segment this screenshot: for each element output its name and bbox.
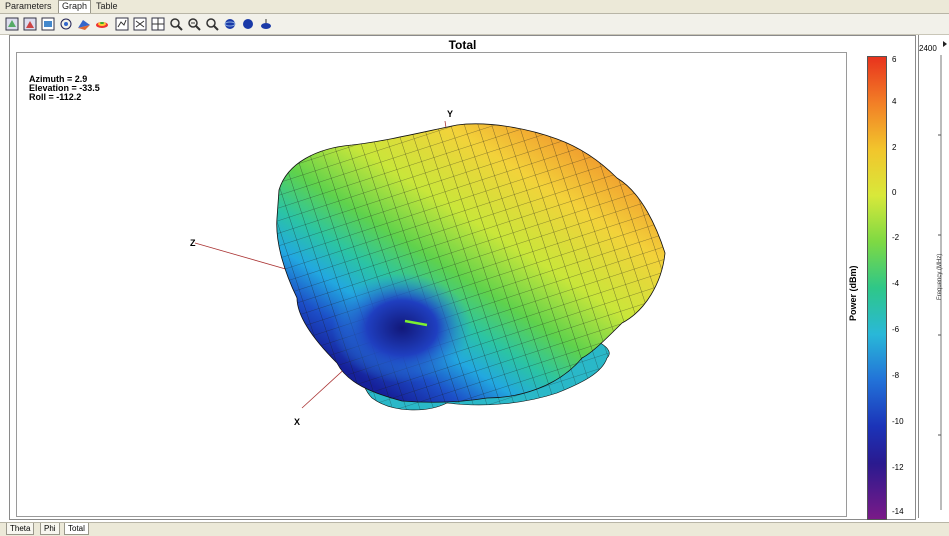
view-3d-alt-icon[interactable] bbox=[22, 16, 37, 31]
zoom-fit-icon[interactable] bbox=[186, 16, 201, 31]
azimuth-readout: Azimuth = 2.9 bbox=[29, 74, 88, 84]
view-orientation-readout: Azimuth = 2.9 Elevation = -33.5 Roll = -… bbox=[29, 75, 100, 102]
rotate-icon[interactable] bbox=[58, 16, 73, 31]
plot-area[interactable]: Azimuth = 2.9 Elevation = -33.5 Roll = -… bbox=[16, 52, 847, 517]
zoom-icon[interactable] bbox=[168, 16, 183, 31]
colorbar-tick: -14 bbox=[892, 507, 904, 516]
colorbar-tick: 6 bbox=[892, 55, 897, 64]
x-axis-label: X bbox=[294, 417, 300, 427]
frequency-panel bbox=[918, 35, 949, 518]
colorbar-label: Power (dBm) bbox=[848, 265, 858, 321]
colorbar-tick: -2 bbox=[892, 233, 900, 242]
roll-readout: Roll = -112.2 bbox=[29, 92, 82, 102]
view-3d-icon[interactable] bbox=[4, 16, 19, 31]
elevation-readout: Elevation = -33.5 bbox=[29, 83, 100, 93]
frequency-top-value: 2400 bbox=[919, 44, 937, 53]
radiation-pattern-3d[interactable]: Y Z X bbox=[17, 53, 846, 516]
cone-icon[interactable] bbox=[258, 16, 273, 31]
plot-title: Total bbox=[448, 38, 477, 52]
bottom-tab-bar: Theta Phi Total bbox=[0, 522, 949, 536]
cartesian-icon[interactable] bbox=[132, 16, 147, 31]
tab-theta[interactable]: Theta bbox=[6, 523, 35, 535]
colorbar-tick: -8 bbox=[892, 371, 900, 380]
colorbar-tick: -6 bbox=[892, 325, 900, 334]
tab-graph[interactable]: Graph bbox=[58, 0, 92, 13]
sphere-icon[interactable] bbox=[222, 16, 237, 31]
tab-table[interactable]: Table bbox=[96, 1, 118, 11]
tab-total[interactable]: Total bbox=[64, 523, 89, 535]
y-axis-label: Y bbox=[447, 109, 453, 119]
colorbar-tick: 4 bbox=[892, 97, 897, 106]
colorbar-tick: 2 bbox=[892, 143, 897, 152]
tab-phi[interactable]: Phi bbox=[40, 523, 60, 535]
colorbar-tick: 0 bbox=[892, 188, 897, 197]
grid-icon[interactable] bbox=[150, 16, 165, 31]
polar-icon[interactable] bbox=[114, 16, 129, 31]
chart-icon[interactable] bbox=[40, 16, 55, 31]
surface-icon[interactable] bbox=[76, 16, 91, 31]
top-tab-bar: Parameters Graph Table bbox=[0, 0, 949, 14]
contour-icon[interactable] bbox=[94, 16, 109, 31]
sphere-shaded-icon[interactable] bbox=[240, 16, 255, 31]
toolbar bbox=[0, 14, 949, 35]
colorbar-tick: -10 bbox=[892, 417, 904, 426]
colorbar bbox=[867, 56, 887, 520]
zoom-out-icon[interactable] bbox=[204, 16, 219, 31]
tab-parameters[interactable]: Parameters bbox=[5, 1, 52, 11]
colorbar-tick: -4 bbox=[892, 279, 900, 288]
null-marker bbox=[404, 319, 428, 327]
colorbar-tick: -12 bbox=[892, 463, 904, 472]
z-axis-label: Z bbox=[190, 238, 196, 248]
frequency-axis-label: Frequency (MHz) bbox=[937, 253, 943, 300]
plot-frame: Total Azimuth = 2.9 Elevation = -33.5 Ro… bbox=[9, 35, 916, 520]
